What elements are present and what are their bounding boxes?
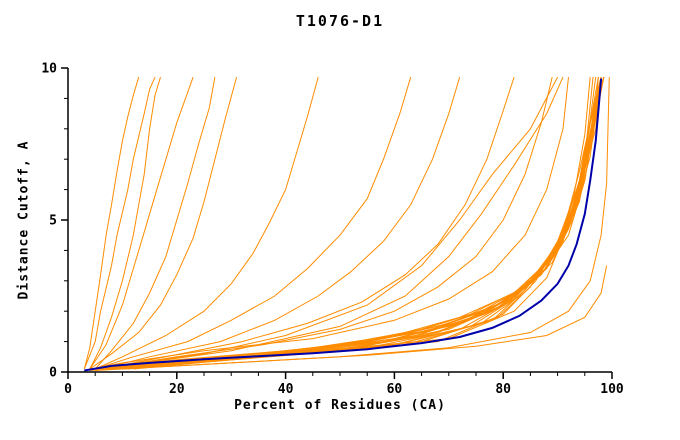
model-curve-model-09 [100,76,461,370]
model-curve-model-37 [95,265,608,371]
model-curve-model-15 [89,77,591,370]
model-curve-model-11 [100,76,553,370]
model-curve-model-32 [122,76,605,370]
x-tick-label: 100 [600,382,624,397]
model-curve-model-05 [94,77,216,370]
model-curve-model-30 [116,77,602,370]
model-curve-model-10 [100,76,515,370]
model-curve-model-01 [83,76,140,370]
model-curve-model-02 [83,76,156,370]
model-curve-model-17 [95,77,599,370]
x-axis-label: Percent of Residues (CA) [234,398,446,413]
model-curve-model-07 [94,76,319,370]
model-curve-model-25 [106,76,605,370]
model-curve-model-35 [133,77,594,370]
y-tick-label: 0 [49,366,57,381]
chart-title: T1076-D1 [295,12,385,30]
x-tick-label: 60 [387,382,403,397]
model-curve-model-34 [127,76,602,370]
model-curve-model-19 [95,77,602,370]
model-curve-model-18 [95,77,599,370]
model-curve-model-12 [84,77,569,371]
y-tick-label: 5 [49,214,57,229]
x-tick-label: 0 [64,382,72,397]
x-tick-label: 40 [278,382,294,397]
x-tick-label: 80 [495,382,511,397]
model-curve-model-06 [89,76,238,370]
model-curve-model-27 [111,76,605,370]
model-curve-model-29 [116,77,602,370]
model-curve-model-08 [95,76,412,370]
highlight-curve-best-model [84,78,603,372]
y-tick-label: 10 [41,62,57,77]
model-curve-model-33 [122,76,605,370]
model-curve-model-28 [111,76,605,370]
model-curve-model-13 [95,76,559,370]
model-curve-model-03 [89,76,161,370]
model-curve-model-26 [111,77,605,370]
model-curve-model-14 [100,76,564,370]
x-tick-label: 20 [169,382,185,397]
model-curve-model-04 [89,76,194,370]
